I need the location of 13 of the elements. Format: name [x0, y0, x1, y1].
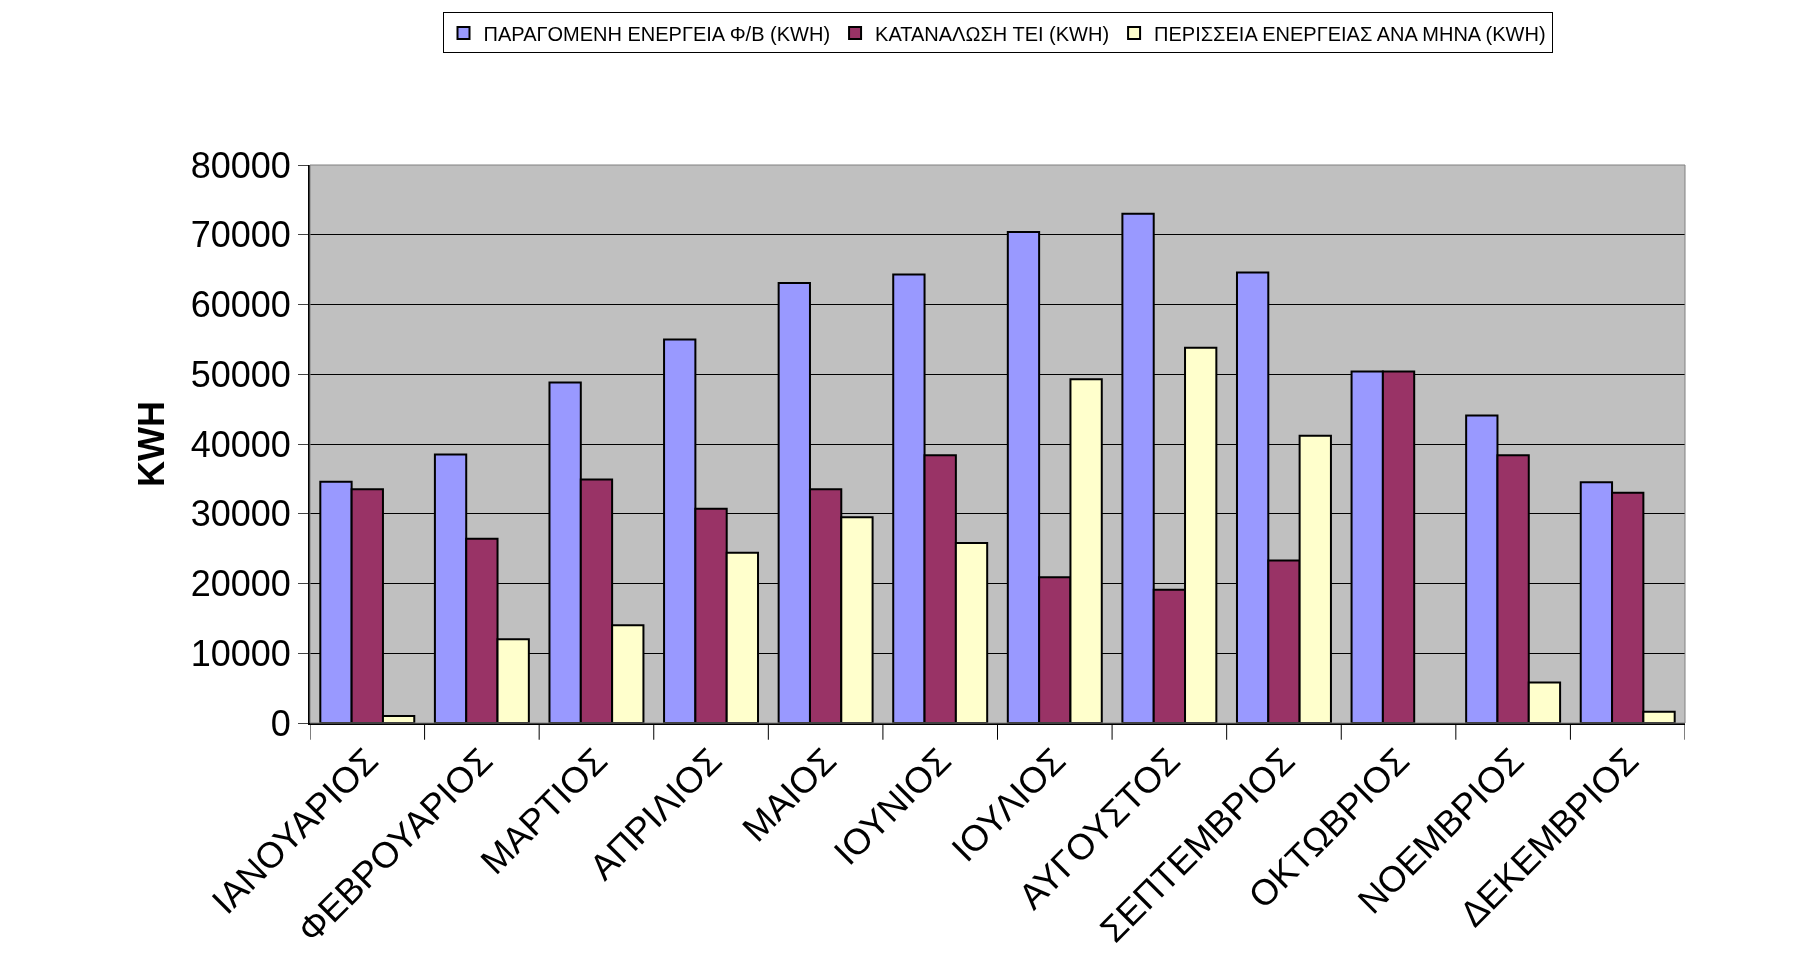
y-tick-label: 10000: [190, 632, 291, 674]
y-tick-label: 40000: [190, 423, 291, 465]
legend-label: ΚΑΤΑΝΑΛΩΣΗ ΤΕΙ (KWH): [875, 22, 1110, 45]
legend-label: ΠΕΡΙΣΣΕΙΑ ΕΝΕΡΓΕΙΑΣ ΑΝΑ ΜΗΝΑ (KWH): [1154, 22, 1546, 45]
y-tick-label: 70000: [190, 214, 291, 256]
y-tick-label: 50000: [190, 353, 291, 395]
y-tick-label: 60000: [190, 284, 291, 326]
y-tick-label: 0: [270, 702, 291, 744]
y-tick-label: 30000: [190, 493, 291, 535]
y-tick-label: 20000: [190, 563, 291, 605]
y-axis-title: KWH: [131, 401, 173, 487]
y-tick-label: 80000: [190, 144, 291, 186]
legend-label: ΠΑΡΑΓΟΜΕΝΗ ΕΝΕΡΓΕΙΑ Φ/Β (KWH): [483, 22, 831, 45]
